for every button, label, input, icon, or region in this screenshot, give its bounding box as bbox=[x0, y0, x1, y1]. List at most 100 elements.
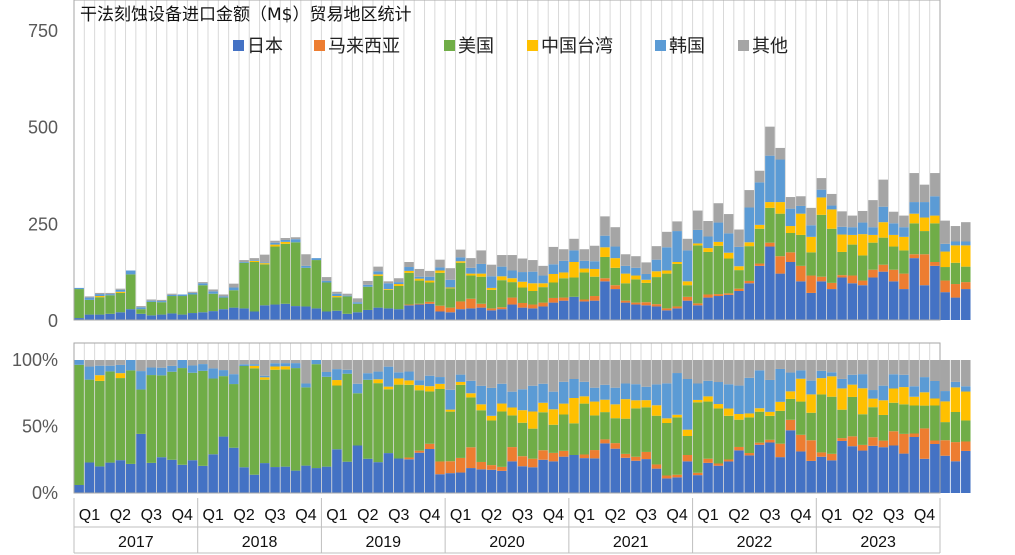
percent-bar-segment bbox=[672, 474, 682, 478]
bar-segment bbox=[363, 286, 373, 310]
bar-segment bbox=[589, 300, 600, 320]
x-tick-quarter: Q4 bbox=[790, 507, 811, 524]
percent-bar-segment bbox=[569, 360, 579, 379]
percent-bar-segment bbox=[466, 360, 476, 381]
percent-bar-segment bbox=[940, 422, 950, 441]
bar-segment bbox=[610, 258, 620, 268]
percent-bar-segment bbox=[610, 404, 620, 419]
bar-segment bbox=[744, 246, 755, 281]
percent-bar-segment bbox=[115, 378, 126, 461]
percent-bar-segment bbox=[713, 360, 724, 383]
bar-segment bbox=[857, 210, 868, 223]
bar-segment bbox=[961, 222, 971, 242]
bar-segment bbox=[857, 280, 868, 286]
percent-bar-segment bbox=[610, 448, 620, 493]
percent-bar-segment bbox=[785, 398, 796, 420]
bar-segment bbox=[754, 170, 765, 183]
bar-segment bbox=[692, 303, 703, 306]
bar-segment bbox=[394, 285, 404, 310]
bar-segment bbox=[682, 281, 693, 286]
bar-segment bbox=[930, 223, 940, 262]
percent-bar-segment bbox=[682, 429, 693, 436]
bar-segment bbox=[95, 297, 105, 315]
legend-swatch bbox=[314, 40, 325, 51]
bar-segment bbox=[857, 222, 868, 235]
bar-segment bbox=[177, 296, 187, 315]
percent-bar-segment bbox=[857, 374, 868, 389]
percent-bar-segment bbox=[734, 450, 744, 493]
percent-bar-segment bbox=[466, 397, 476, 448]
percent-bar-segment bbox=[816, 394, 827, 453]
percent-bar-segment bbox=[198, 360, 208, 365]
percent-bar-segment bbox=[290, 363, 301, 369]
percent-bar-segment bbox=[404, 459, 414, 493]
bar-segment bbox=[538, 287, 548, 303]
bar-segment bbox=[455, 301, 466, 310]
percent-bar-segment bbox=[528, 467, 538, 493]
percent-bar-segment bbox=[466, 468, 476, 493]
bar-segment bbox=[239, 260, 249, 262]
bar-segment bbox=[888, 223, 899, 235]
bar-segment bbox=[105, 313, 115, 320]
y-tick-label: 750 bbox=[28, 21, 58, 41]
bar-segment bbox=[466, 298, 476, 309]
bar-segment bbox=[816, 197, 827, 215]
percent-bar-segment bbox=[620, 360, 631, 384]
bar-segment bbox=[311, 308, 322, 320]
bar-segment bbox=[229, 283, 239, 288]
bar-segment bbox=[476, 273, 486, 277]
x-tick-quarter: Q2 bbox=[357, 507, 378, 524]
bar-segment bbox=[270, 304, 280, 320]
percent-bar-segment bbox=[888, 360, 899, 375]
x-tick-quarter: Q2 bbox=[728, 507, 749, 524]
bar-segment bbox=[899, 289, 909, 320]
bar-segment bbox=[383, 283, 394, 290]
percent-bar-segment bbox=[352, 383, 363, 394]
bar-segment bbox=[682, 285, 693, 297]
bar-segment bbox=[105, 294, 115, 296]
percent-bar-segment bbox=[363, 373, 373, 380]
percent-bar-segment bbox=[229, 384, 239, 448]
bar-segment bbox=[610, 227, 620, 247]
percent-bar-segment bbox=[136, 371, 146, 390]
bar-segment bbox=[342, 295, 352, 297]
bar-segment bbox=[868, 242, 878, 270]
percent-bar-segment bbox=[311, 364, 322, 469]
percent-bar-segment bbox=[569, 398, 579, 424]
bar-segment bbox=[95, 314, 105, 320]
percent-bar-segment bbox=[538, 459, 548, 493]
percent-bar-segment bbox=[909, 360, 919, 387]
bar-segment bbox=[414, 280, 425, 304]
percent-bar-segment bbox=[218, 436, 229, 493]
bar-segment bbox=[84, 297, 95, 300]
x-tick-quarter: Q1 bbox=[697, 507, 718, 524]
percent-bar-segment bbox=[239, 360, 249, 365]
bar-segment bbox=[723, 252, 734, 259]
bar-segment bbox=[589, 296, 600, 301]
bar-segment bbox=[363, 284, 373, 287]
bar-segment bbox=[95, 292, 105, 295]
percent-bar-segment bbox=[476, 404, 486, 411]
percent-bar-segment bbox=[847, 446, 858, 493]
percent-bar-segment bbox=[187, 365, 198, 373]
bar-segment bbox=[198, 285, 208, 313]
percent-bar-segment bbox=[919, 392, 930, 406]
bar-segment bbox=[878, 271, 889, 320]
percent-bar-segment bbox=[208, 454, 218, 493]
percent-bar-segment bbox=[775, 368, 785, 402]
percent-bar-segment bbox=[857, 360, 868, 375]
bar-segment bbox=[383, 308, 394, 320]
percent-bar-segment bbox=[950, 387, 961, 412]
percent-bar-segment bbox=[435, 388, 445, 462]
bar-segment bbox=[136, 306, 146, 308]
percent-bar-segment bbox=[177, 368, 187, 465]
percent-bar-segment bbox=[765, 439, 775, 443]
bar-segment bbox=[528, 260, 538, 272]
percent-bar-segment bbox=[528, 385, 538, 412]
percent-bar-segment bbox=[280, 369, 291, 467]
percent-bar-segment bbox=[558, 360, 569, 382]
bar-segment bbox=[785, 262, 796, 320]
bar-segment bbox=[579, 249, 590, 261]
bar-segment bbox=[239, 262, 249, 263]
percent-bar-segment bbox=[394, 458, 404, 493]
